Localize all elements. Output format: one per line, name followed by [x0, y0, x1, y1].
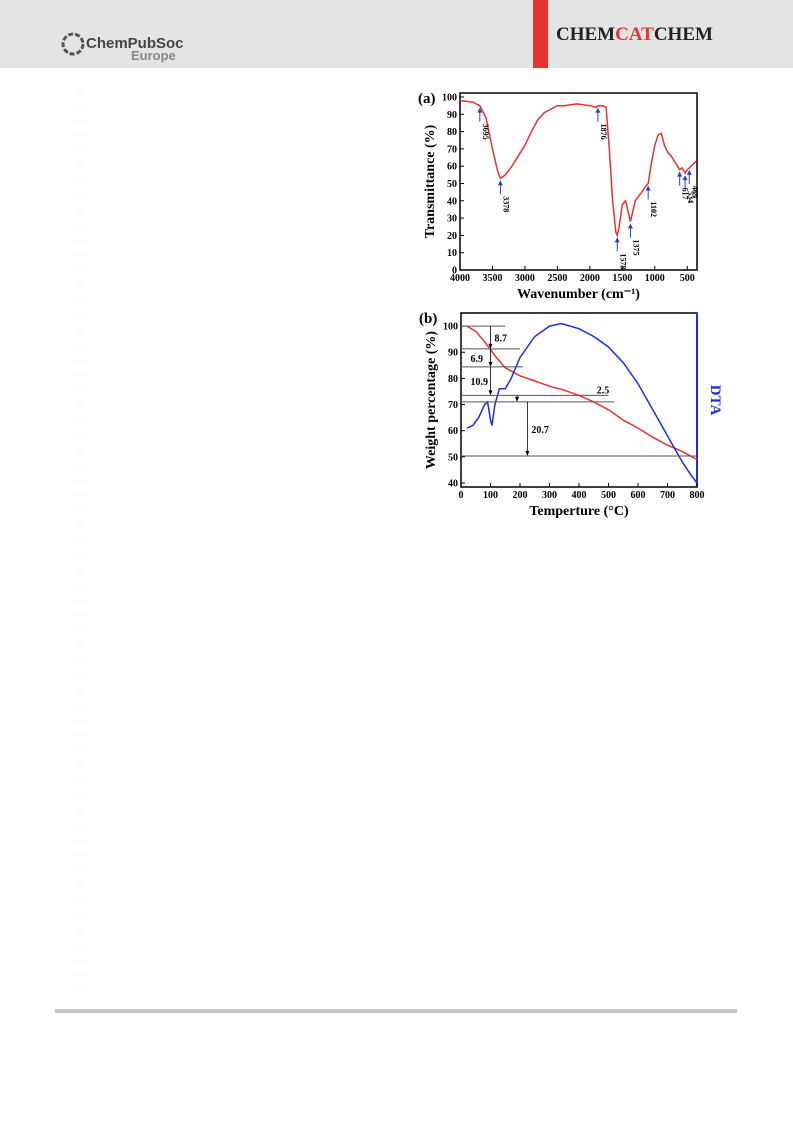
y-tick-label: 80 [447, 127, 457, 138]
y-tick-label: 60 [448, 426, 458, 437]
y-tick-label: 60 [447, 162, 457, 173]
y-tick-label: 40 [448, 479, 458, 490]
y2-axis-label: DTA [707, 385, 723, 416]
step-label: 20.7 [531, 425, 549, 436]
peak-arrowhead [595, 107, 601, 113]
x-axis-label: Temperture (°C) [529, 504, 629, 519]
y-tick-label: 100 [442, 93, 457, 104]
peak-label: 469 [690, 186, 699, 198]
x-tick-label: 300 [542, 490, 557, 501]
peak-label: 534 [686, 191, 695, 203]
x-tick-label: 0 [459, 490, 464, 501]
y-tick-label: 50 [447, 179, 457, 190]
y-tick-label: 100 [443, 322, 458, 333]
step-label: 10.9 [471, 377, 489, 388]
x-tick-label: 600 [631, 490, 646, 501]
x-tick-label: 500 [680, 273, 695, 284]
x-tick-label: 2500 [547, 273, 567, 284]
x-axis-label: Wavenumber (cm⁻¹) [517, 287, 640, 302]
peak-label: 1578 [618, 253, 627, 269]
y-tick-label: 90 [448, 348, 458, 359]
peak-label: 617 [681, 188, 690, 200]
x-tick-label: 400 [572, 490, 587, 501]
footer-rule [55, 1009, 737, 1013]
peak-arrowhead [686, 169, 692, 175]
y-tick-label: 70 [448, 400, 458, 411]
peak-arrowhead [497, 180, 503, 186]
x-tick-label: 100 [483, 490, 498, 501]
y-axis-label: Weight percentage (%) [424, 331, 439, 469]
y-tick-label: 0 [452, 266, 457, 277]
x-tick-label: 800 [690, 490, 705, 501]
x-tick-label: 1000 [645, 273, 665, 284]
journal-part: CHEM [654, 24, 713, 45]
x-tick-label: 3500 [482, 273, 502, 284]
x-tick-label: 1500 [612, 273, 632, 284]
plot-frame [459, 92, 698, 271]
journal-mark [533, 0, 548, 68]
journal-name: CHEMCATCHEM [556, 24, 713, 45]
panel-label: (a) [418, 91, 436, 107]
peak-arrowhead [677, 171, 683, 177]
step-arrowhead [488, 361, 493, 367]
journal-part: CAT [615, 24, 654, 45]
y-tick-label: 40 [447, 196, 457, 207]
y-tick-label: 70 [447, 144, 457, 155]
header-band [0, 0, 793, 68]
peak-arrowhead [614, 237, 620, 243]
x-tick-label: 500 [601, 490, 616, 501]
data-line [466, 325, 698, 461]
peak-label: 3378 [501, 196, 510, 212]
logo-sub: Europe [131, 48, 176, 63]
step-label: 8.7 [495, 333, 508, 344]
step-arrowhead [488, 390, 493, 396]
logo-icon [61, 32, 85, 56]
peak-arrowhead [645, 185, 651, 191]
y-tick-label: 20 [447, 231, 457, 242]
y-tick-label: 90 [447, 110, 457, 121]
step-arrowhead [488, 343, 493, 349]
y-tick-label: 50 [448, 452, 458, 463]
x-tick-label: 200 [513, 490, 528, 501]
step-arrowhead [525, 451, 530, 457]
step-arrowhead [515, 396, 520, 402]
y-tick-label: 10 [447, 248, 457, 259]
peak-arrowhead [627, 223, 633, 229]
peak-arrowhead [682, 175, 688, 181]
peak-label: 1102 [649, 202, 658, 218]
peak-arrowhead [477, 107, 483, 113]
x-tick-label: 2000 [580, 273, 600, 284]
journal-part: CHEM [556, 24, 615, 45]
peak-label: 1375 [631, 240, 640, 256]
y-axis-label: Transmittance (%) [423, 124, 438, 238]
y-tick-label: 80 [448, 374, 458, 385]
y-tick-label: 30 [447, 214, 457, 225]
step-label: 2.5 [597, 385, 610, 396]
peak-label: 3695 [481, 124, 490, 140]
x-tick-label: 3000 [515, 273, 535, 284]
x-tick-label: 700 [660, 490, 675, 501]
logo-text: ChemPubSoc [86, 35, 184, 52]
peak-label: 1876 [599, 124, 608, 140]
panel-label: (b) [419, 311, 437, 327]
data-line [466, 322, 698, 484]
x-tick-label: 4000 [450, 273, 470, 284]
data-line [459, 99, 697, 238]
step-label: 6.9 [471, 354, 484, 365]
